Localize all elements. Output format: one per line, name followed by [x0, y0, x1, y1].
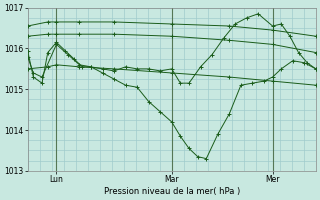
X-axis label: Pression niveau de la mer( hPa ): Pression niveau de la mer( hPa ): [104, 187, 240, 196]
